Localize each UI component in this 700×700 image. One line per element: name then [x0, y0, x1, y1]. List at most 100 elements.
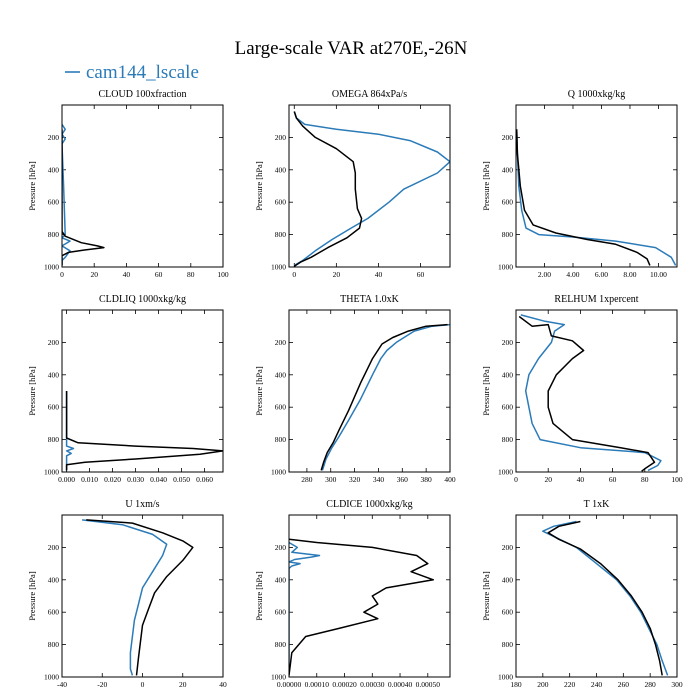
- y-tick-label: 200: [275, 133, 287, 142]
- series-line-reference: [289, 538, 435, 676]
- y-axis-label: Pressure [hPa]: [27, 161, 37, 211]
- y-tick-label: 800: [275, 640, 287, 649]
- x-tick-label: 100: [217, 270, 229, 279]
- y-tick-label: 800: [275, 230, 287, 239]
- y-tick-label: 600: [48, 403, 60, 412]
- y-tick-label: 600: [502, 403, 514, 412]
- plot-frame: [515, 309, 678, 473]
- y-tick-label: 600: [275, 198, 287, 207]
- y-tick-label: 1000: [498, 673, 513, 682]
- series-line-reference: [293, 111, 363, 267]
- y-tick-label: 200: [502, 338, 514, 347]
- x-tick-label: 340: [373, 475, 385, 484]
- series-line-reference: [518, 315, 656, 472]
- panel-theta: THETA 1.0xK Pressure [hPa] 200 400 600 800 100…: [254, 294, 456, 484]
- y-tick-label: 400: [502, 370, 514, 379]
- series-line-cam144-lscale: [289, 541, 321, 676]
- series-line-reference: [86, 519, 194, 676]
- y-axis-label: Pressure [hPa]: [254, 571, 264, 621]
- series-line-cam144-lscale: [65, 391, 75, 471]
- x-tick-label: 400: [444, 475, 456, 484]
- y-tick-label: 1000: [44, 263, 59, 272]
- x-tick-label: 0.040: [150, 475, 167, 484]
- x-tick-label: 20: [333, 270, 341, 279]
- y-axis-label: Pressure [hPa]: [254, 366, 264, 416]
- panel-title: THETA 1.0xK: [340, 294, 399, 305]
- x-tick-label: 0.010: [81, 475, 98, 484]
- series-line-cam144-lscale: [520, 314, 662, 472]
- x-tick-label: 180: [510, 680, 522, 689]
- x-tick-label: 380: [421, 475, 433, 484]
- x-tick-label: 260: [618, 680, 630, 689]
- series-line-reference: [65, 391, 223, 471]
- x-tick-label: 300: [671, 680, 683, 689]
- panel-cldice: CLDICE 1000xkg/kg Pressure [hPa] 200 400 600…: [254, 499, 451, 689]
- y-tick-label: 1000: [271, 263, 286, 272]
- x-tick-label: 40: [577, 475, 585, 484]
- y-tick-label: 1000: [271, 468, 286, 477]
- y-tick-label: 1000: [44, 468, 59, 477]
- series-line-cam144-lscale: [321, 323, 450, 471]
- panel-title: OMEGA 864xPa/s: [332, 89, 407, 100]
- y-axis-label: Pressure [hPa]: [481, 161, 491, 211]
- panel-cldliq: CLDLIQ 1000xkg/kg Pressure [hPa] 200 400 600…: [27, 294, 224, 484]
- series-line-cam144-lscale: [542, 520, 669, 676]
- y-tick-label: 1000: [271, 673, 286, 682]
- y-tick-label: 600: [502, 198, 514, 207]
- x-tick-label: 280: [301, 475, 313, 484]
- x-tick-label: 4.00: [566, 270, 579, 279]
- y-tick-label: 200: [48, 133, 60, 142]
- x-tick-label: -20: [97, 680, 107, 689]
- panel-title: CLDLIQ 1000xkg/kg: [99, 294, 186, 305]
- y-tick-label: 800: [502, 640, 514, 649]
- x-tick-label: 0: [514, 475, 518, 484]
- x-tick-label: -40: [57, 680, 67, 689]
- plot-frame: [288, 514, 451, 678]
- y-tick-label: 600: [502, 608, 514, 617]
- x-tick-label: 20: [544, 475, 552, 484]
- y-tick-label: 400: [502, 575, 514, 584]
- x-tick-label: 0.060: [196, 475, 213, 484]
- x-tick-label: 80: [187, 270, 195, 279]
- series-line-cam144-lscale: [293, 111, 450, 267]
- panel-title: CLOUD 100xfraction: [98, 89, 186, 100]
- y-tick-label: 200: [275, 338, 287, 347]
- y-axis-label: Pressure [hPa]: [27, 571, 37, 621]
- y-tick-label: 400: [48, 575, 60, 584]
- plot-frame: [61, 514, 224, 678]
- x-tick-label: 20: [90, 270, 98, 279]
- series-line-cam144-lscale: [82, 519, 168, 676]
- x-tick-label: 100: [671, 475, 683, 484]
- x-tick-label: 280: [645, 680, 657, 689]
- plot-frame: [515, 514, 678, 678]
- x-tick-label: 60: [417, 270, 425, 279]
- y-tick-label: 200: [48, 543, 60, 552]
- series-line-reference: [320, 323, 448, 471]
- x-tick-label: 20: [179, 680, 187, 689]
- y-tick-label: 600: [275, 608, 287, 617]
- plot-frame: [288, 309, 451, 473]
- x-tick-label: 320: [349, 475, 361, 484]
- x-tick-label: 0.050: [173, 475, 190, 484]
- panel-title: U 1xm/s: [125, 499, 159, 510]
- x-tick-label: 2.00: [538, 270, 551, 279]
- panel-title: Q 1000xkg/kg: [568, 89, 626, 100]
- plot-frame: [515, 104, 678, 268]
- y-tick-label: 400: [275, 165, 287, 174]
- x-tick-label: 240: [591, 680, 603, 689]
- y-tick-label: 600: [275, 403, 287, 412]
- plot-frame: [288, 104, 451, 268]
- x-tick-label: 0.00040: [388, 680, 413, 689]
- x-tick-label: 40: [375, 270, 383, 279]
- x-tick-label: 300: [325, 475, 337, 484]
- panel-title: RELHUM 1xpercent: [554, 294, 638, 305]
- x-tick-label: 0.00000: [277, 680, 302, 689]
- x-tick-label: 0.00010: [305, 680, 330, 689]
- y-tick-label: 200: [502, 543, 514, 552]
